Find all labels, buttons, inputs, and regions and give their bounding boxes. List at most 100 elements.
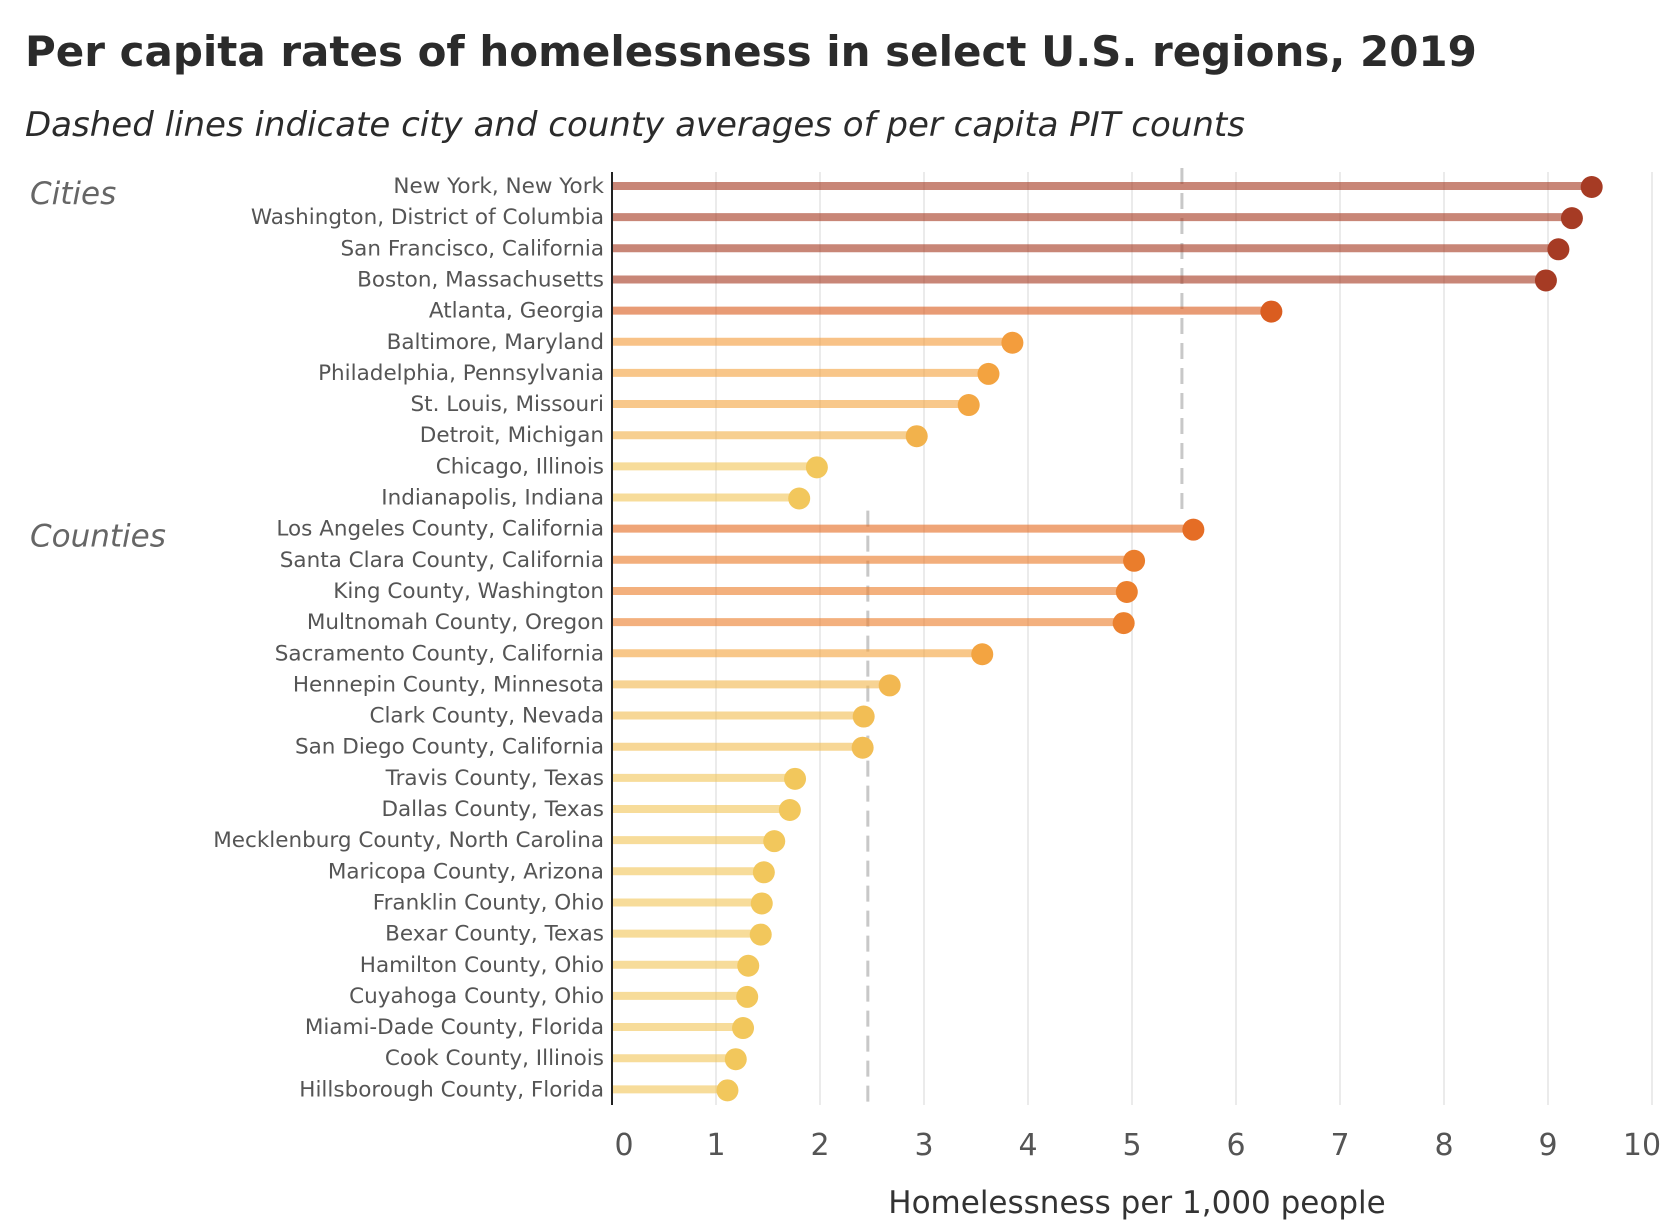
row-label: Maricopa County, Arizona <box>328 859 604 884</box>
lollipop-dot <box>971 643 994 666</box>
group-label-cities: Cities <box>30 176 116 212</box>
row-label: Hillsborough County, Florida <box>299 1077 604 1102</box>
lollipop-dot <box>805 456 828 479</box>
row: Hennepin County, Minnesota <box>293 672 901 697</box>
row-label: Atlanta, Georgia <box>429 299 604 324</box>
row: Mecklenburg County, North Carolina <box>213 828 786 853</box>
row-label: Cook County, Illinois <box>385 1046 604 1071</box>
row-label: Los Angeles County, California <box>276 517 604 542</box>
chart-title: Per capita rates of homelessness in sele… <box>25 27 1477 76</box>
lollipop-dot <box>778 799 801 821</box>
row-label: Chicago, Illinois <box>436 454 604 479</box>
row-label: Detroit, Michigan <box>420 423 604 448</box>
lollipop-dot <box>749 923 772 946</box>
row: King County, Washington <box>333 579 1138 604</box>
data-rows: Cities New York, New York Washington, Dist… <box>30 174 1603 1102</box>
lollipop-dot <box>1182 518 1205 541</box>
lollipop-dot <box>1260 300 1283 323</box>
row-label: Dallas County, Texas <box>381 797 604 822</box>
row-label: Cuyahoga County, Ohio <box>349 984 604 1009</box>
lollipop-dot <box>1534 269 1557 292</box>
row-label: Washington, District of Columbia <box>251 205 604 230</box>
row-label: Indianapolis, Indiana <box>381 486 604 511</box>
row-label: Hamilton County, Ohio <box>360 953 604 978</box>
lollipop-dot <box>736 985 759 1008</box>
x-tick-label: 6 <box>1226 1128 1245 1163</box>
lollipop-dot <box>763 830 786 853</box>
row-label: San Diego County, California <box>295 735 604 760</box>
row-label: Franklin County, Ohio <box>373 890 604 915</box>
row-label: Clark County, Nevada <box>369 704 604 729</box>
row: Travis County, Texas <box>385 766 807 791</box>
row: Atlanta, Georgia <box>429 299 1283 324</box>
lollipop-dot <box>716 1079 739 1102</box>
row-label: Boston, Massachusetts <box>357 267 604 292</box>
lollipop-dot <box>1580 176 1603 198</box>
lollipop-dot <box>1112 612 1135 635</box>
lollipop-dot <box>905 425 928 448</box>
x-tick-label: 1 <box>706 1128 725 1163</box>
x-tick-label: 9 <box>1538 1128 1557 1163</box>
lollipop-dot <box>878 674 901 697</box>
row-label: St. Louis, Missouri <box>411 392 605 417</box>
row: San Diego County, California <box>295 735 874 760</box>
x-axis-label: Homelessness per 1,000 people <box>888 1185 1385 1221</box>
x-tick-label: 2 <box>810 1128 829 1163</box>
row-label: Miami-Dade County, Florida <box>305 1015 604 1040</box>
row: Maricopa County, Arizona <box>328 859 775 884</box>
row-label: Travis County, Texas <box>385 766 604 791</box>
lollipop-dot <box>977 362 1000 385</box>
lollipop-dot <box>1115 580 1138 603</box>
row-label: Mecklenburg County, North Carolina <box>213 828 604 853</box>
row-label: Philadelphia, Pennsylvania <box>318 361 604 386</box>
row: Dallas County, Texas <box>381 797 801 822</box>
row-label: New York, New York <box>393 174 604 199</box>
x-tick-label: 10 <box>1623 1128 1661 1163</box>
row: Sacramento County, California <box>275 641 994 666</box>
row: New York, New York <box>393 174 1603 199</box>
row: Santa Clara County, California <box>280 548 1146 573</box>
gridlines <box>715 172 1653 1105</box>
lollipop-dot <box>1547 238 1570 261</box>
row: St. Louis, Missouri <box>411 392 980 417</box>
row: Cuyahoga County, Ohio <box>349 984 759 1009</box>
x-tick-label: 0 <box>614 1128 633 1163</box>
lollipop-dot <box>752 861 775 884</box>
row: Philadelphia, Pennsylvania <box>318 361 1000 386</box>
row: Baltimore, Maryland <box>387 330 1024 355</box>
group-label-counties: Counties <box>30 519 166 555</box>
lollipop-dot <box>724 1048 747 1071</box>
row-label: Bexar County, Texas <box>385 922 604 947</box>
row: Indianapolis, Indiana <box>381 486 811 511</box>
row-label: Baltimore, Maryland <box>387 330 604 355</box>
row: San Francisco, California <box>341 236 1570 261</box>
x-tick-label: 3 <box>914 1128 933 1163</box>
lollipop-dot <box>851 736 874 759</box>
row-label: Santa Clara County, California <box>280 548 604 573</box>
row: Washington, District of Columbia <box>251 205 1583 230</box>
row: Multnomah County, Oregon <box>307 610 1135 635</box>
row: Boston, Massachusetts <box>357 267 1557 292</box>
lollipop-dot <box>1123 549 1146 572</box>
lollipop-dot <box>750 892 773 915</box>
row: Cook County, Illinois <box>385 1046 747 1071</box>
average-lines <box>866 168 1184 1108</box>
lollipop-dot <box>852 705 875 728</box>
row-label: Sacramento County, California <box>275 641 604 666</box>
row: Bexar County, Texas <box>385 922 772 947</box>
row: Chicago, Illinois <box>436 454 828 479</box>
chart-subtitle: Dashed lines indicate city and county av… <box>25 105 1245 145</box>
x-tick-label: 5 <box>1122 1128 1141 1163</box>
row: Miami-Dade County, Florida <box>305 1015 755 1040</box>
lollipop-dot <box>784 767 807 790</box>
lollipop-dot <box>737 954 760 977</box>
row: Hillsborough County, Florida <box>299 1077 739 1102</box>
x-tick-labels: 0 1 2 3 4 5 6 7 8 9 10 <box>614 1128 1661 1163</box>
lollipop-dot <box>1560 207 1583 230</box>
lollipop-dot <box>732 1017 755 1040</box>
row-label: Multnomah County, Oregon <box>307 610 604 635</box>
row: Detroit, Michigan <box>420 423 928 448</box>
row: Franklin County, Ohio <box>373 890 773 915</box>
x-tick-label: 4 <box>1018 1128 1037 1163</box>
